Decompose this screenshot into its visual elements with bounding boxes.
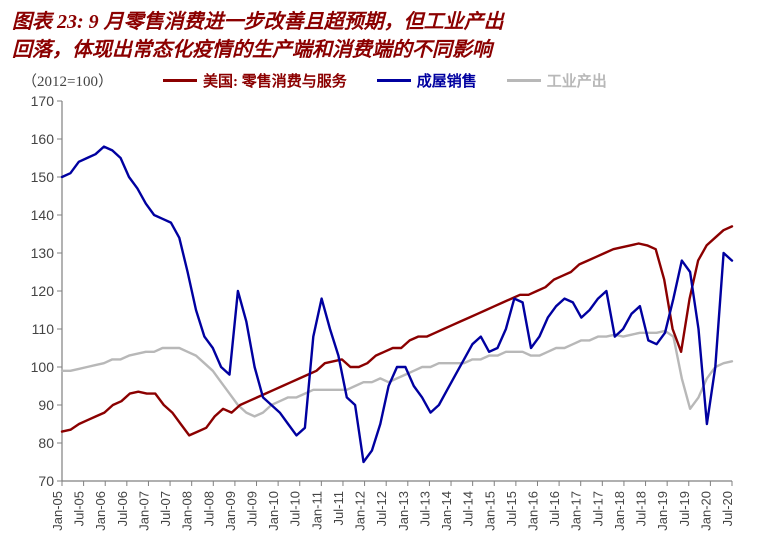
svg-text:Jul-13: Jul-13 [417,491,432,526]
title-line-2: 回落，体现出常态化疫情的生产端和消费端的不同影响 [12,39,492,61]
svg-text:150: 150 [31,169,55,185]
svg-text:Jan-14: Jan-14 [439,491,454,531]
legend-item-industrial: 工业产出 [507,70,607,91]
legend-swatch [377,79,411,82]
legend-label: 成屋销售 [417,70,477,91]
svg-text:110: 110 [32,321,55,337]
svg-text:140: 140 [31,207,55,223]
svg-text:Jan-16: Jan-16 [525,491,540,531]
svg-text:Jan-17: Jan-17 [569,491,584,531]
svg-text:160: 160 [31,131,55,147]
svg-text:Jul-05: Jul-05 [72,491,87,526]
svg-text:80: 80 [38,435,54,451]
svg-text:Jul-19: Jul-19 [677,491,692,526]
legend-swatch [507,79,541,82]
legend-item-retail: 美国: 零售消费与服务 [163,70,347,91]
svg-text:70: 70 [38,473,54,489]
svg-text:130: 130 [31,245,55,261]
svg-text:Jan-09: Jan-09 [223,491,238,531]
svg-text:Jan-18: Jan-18 [612,491,627,531]
svg-text:Jan-12: Jan-12 [353,491,368,531]
line-chart: 70 80 90 100 110 120 130 140 150 160 170 Jan-05 Jul-… [12,95,742,545]
svg-text:Jan-10: Jan-10 [266,491,281,531]
chart-title: 图表 23: 9 月零售消费进一步改善且超预期，但工业产出 回落，体现出常态化疫… [12,8,746,64]
svg-text:90: 90 [38,397,54,413]
svg-text:Jul-12: Jul-12 [374,491,389,526]
svg-text:Jul-16: Jul-16 [547,491,562,526]
legend-row: （2012=100） 美国: 零售消费与服务 成屋销售 工业产出 [22,70,746,91]
svg-text:Jul-07: Jul-07 [158,491,173,526]
svg-text:Jul-20: Jul-20 [720,491,735,526]
svg-text:100: 100 [31,359,55,375]
svg-text:Jul-10: Jul-10 [288,491,303,526]
legend-label: 美国: 零售消费与服务 [203,70,347,91]
svg-text:Jan-20: Jan-20 [698,491,713,531]
svg-text:Jul-06: Jul-06 [115,491,130,526]
svg-text:Jul-09: Jul-09 [245,491,260,526]
svg-text:Jan-15: Jan-15 [482,491,497,531]
svg-text:Jul-14: Jul-14 [461,491,476,526]
svg-text:Jan-06: Jan-06 [93,491,108,531]
legend-label: 工业产出 [547,70,607,91]
svg-text:Jan-11: Jan-11 [309,491,324,530]
svg-text:Jan-13: Jan-13 [396,491,411,531]
y-axis-unit: （2012=100） [22,70,113,91]
svg-text:Jul-17: Jul-17 [590,491,605,526]
legend-item-home: 成屋销售 [377,70,477,91]
title-line-1: 图表 23: 9 月零售消费进一步改善且超预期，但工业产出 [12,11,504,33]
svg-text:Jul-08: Jul-08 [201,491,216,526]
svg-text:Jan-05: Jan-05 [50,491,65,531]
svg-text:Jul-15: Jul-15 [504,491,519,526]
svg-text:Jul-11: Jul-11 [331,491,346,525]
svg-text:Jul-18: Jul-18 [634,491,649,526]
svg-text:Jan-19: Jan-19 [655,491,670,531]
svg-text:170: 170 [31,95,55,109]
svg-text:120: 120 [31,283,55,299]
legend-swatch [163,79,197,82]
svg-text:Jan-07: Jan-07 [136,491,151,531]
chart-area: 70 80 90 100 110 120 130 140 150 160 170 Jan-05 Jul-… [12,95,742,545]
svg-text:Jan-08: Jan-08 [180,491,195,531]
